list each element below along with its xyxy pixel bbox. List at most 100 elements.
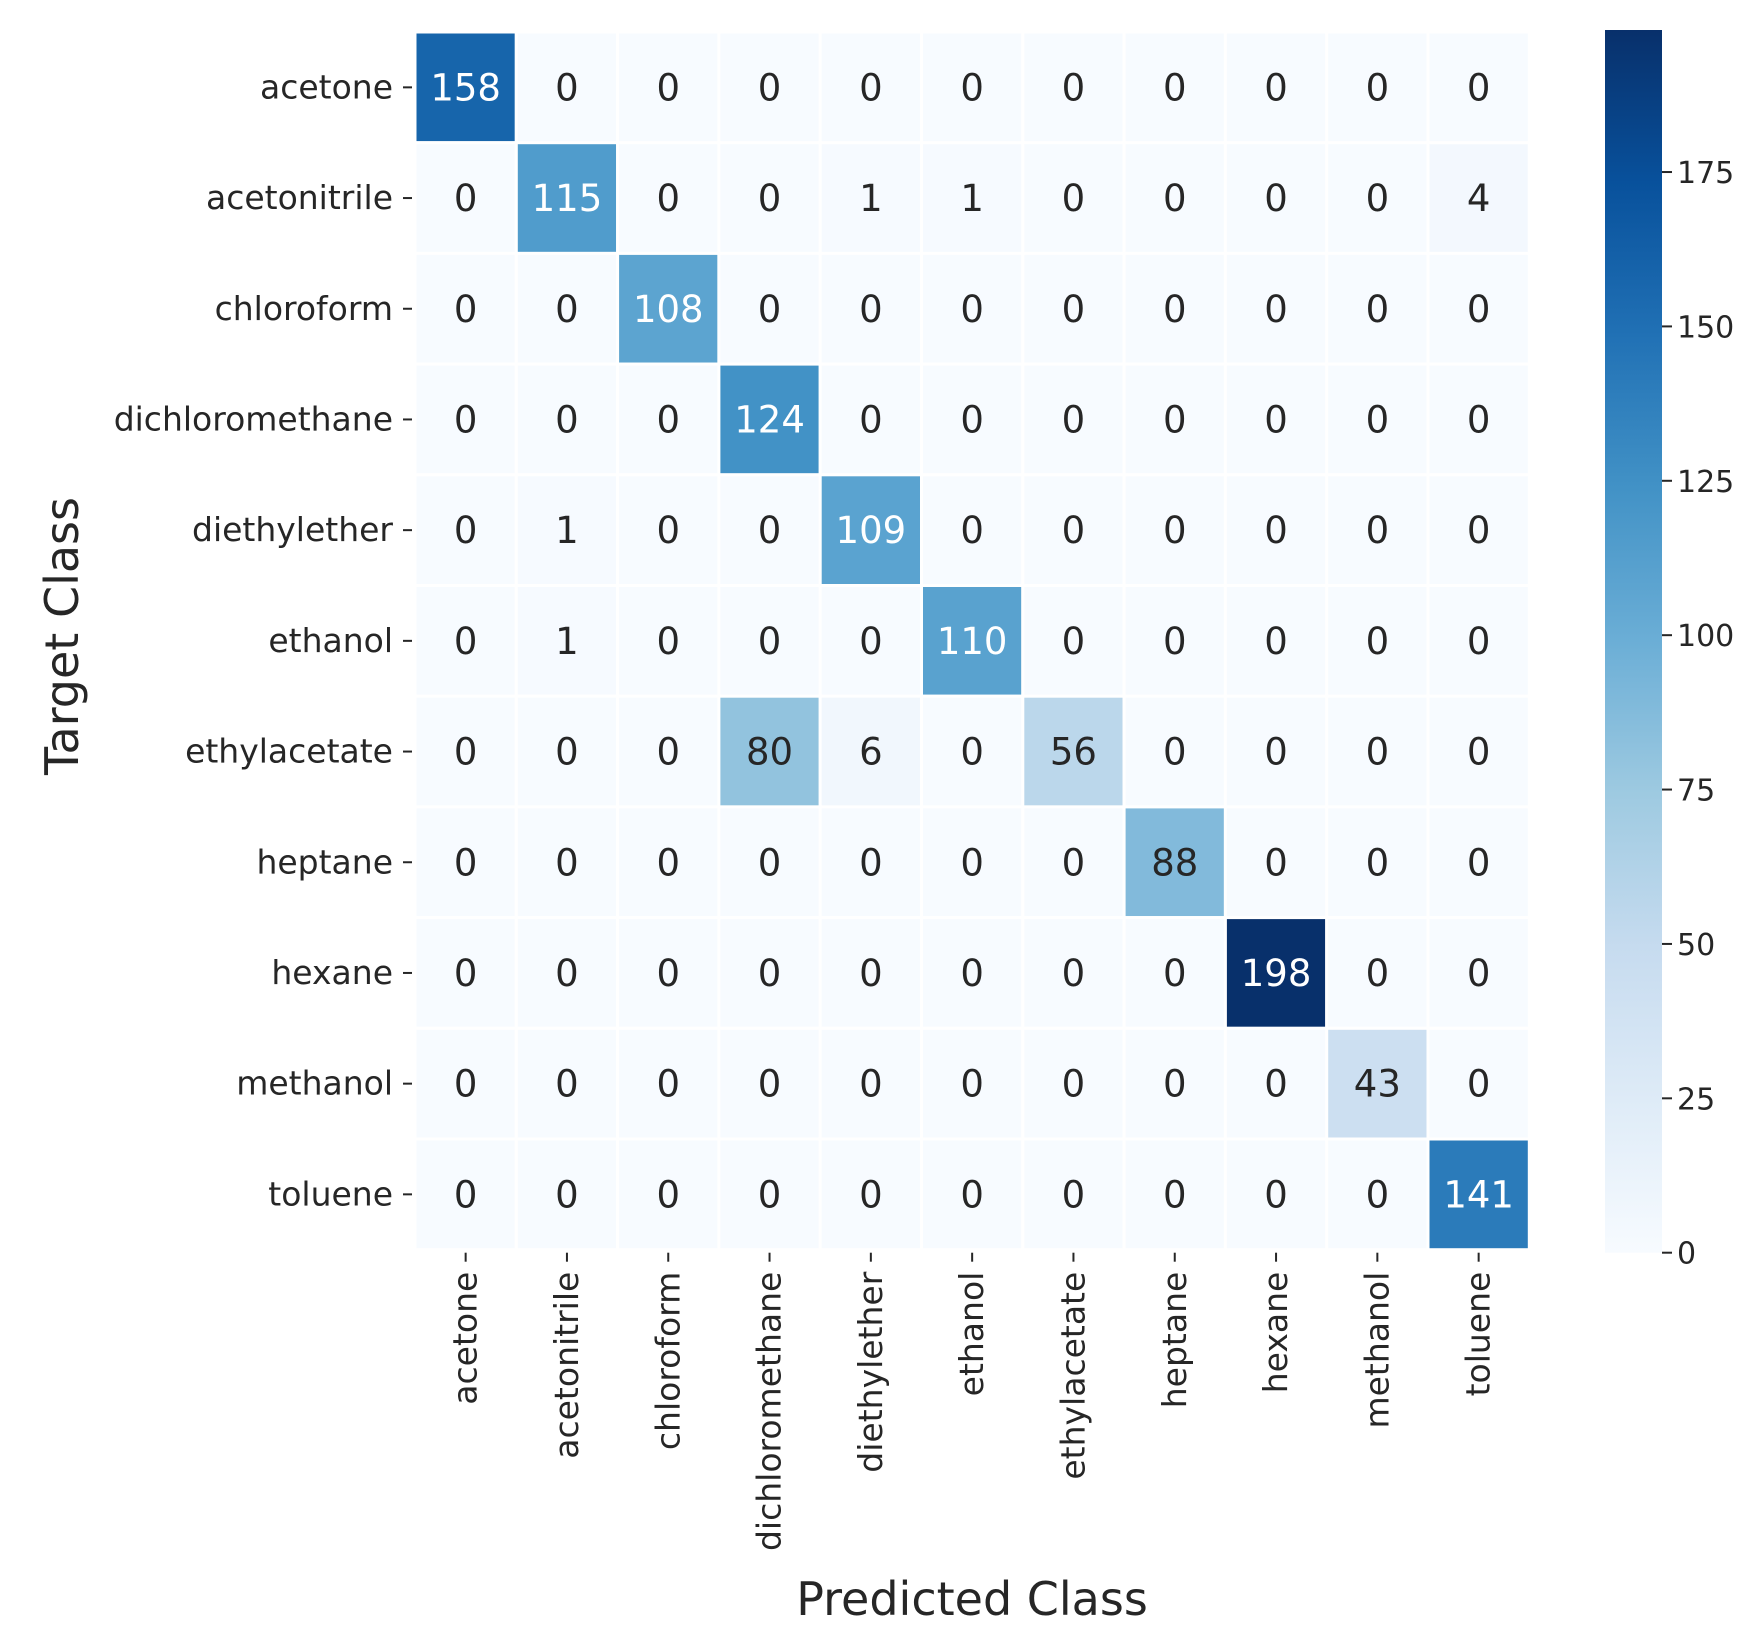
cell-value-label: 0 xyxy=(758,1063,782,1106)
cell-value-label: 88 xyxy=(1151,841,1198,884)
heatmap-cell xyxy=(1426,916,1531,1030)
cell-value-label: 80 xyxy=(746,731,793,774)
cell-value-label: 0 xyxy=(555,1063,579,1106)
colorbar-tick-label: 150 xyxy=(1677,310,1734,345)
cell-value-label: 198 xyxy=(1241,952,1312,995)
heatmap-cell xyxy=(1426,584,1531,698)
cell-value-label: 0 xyxy=(555,731,579,774)
heatmap-cell xyxy=(514,805,620,920)
cell-value-label: 158 xyxy=(430,66,501,109)
y-tick-label: acetone xyxy=(260,67,393,106)
heatmap-cell xyxy=(818,473,924,587)
colorbar-tick-label: 75 xyxy=(1677,774,1715,809)
heatmap-cell xyxy=(717,694,822,809)
cell-value-label: 0 xyxy=(555,398,579,441)
heatmap-cell xyxy=(413,805,518,920)
y-tick-label: heptane xyxy=(256,842,393,881)
cell-value-label: 0 xyxy=(1264,66,1288,109)
x-tick-label: heptane xyxy=(1155,1272,1194,1409)
cell-value-label: 0 xyxy=(1062,66,1086,109)
heatmap-cell xyxy=(920,1137,1025,1252)
cell-value-label: 0 xyxy=(1366,1173,1390,1216)
heatmap-cell xyxy=(920,584,1025,698)
cell-value-label: 0 xyxy=(758,66,782,109)
cell-value-label: 0 xyxy=(859,1173,883,1216)
cell-value-label: 0 xyxy=(656,66,680,109)
y-tick-label: chloroform xyxy=(215,289,393,328)
cell-value-label: 0 xyxy=(758,952,782,995)
heatmap-cell xyxy=(616,473,721,587)
heatmap-cell xyxy=(1426,694,1531,809)
cell-value-label: 0 xyxy=(1264,398,1288,441)
cell-value-label: 0 xyxy=(758,841,782,884)
cell-value-label: 0 xyxy=(960,66,984,109)
cell-value-label: 0 xyxy=(758,288,782,331)
cell-value-label: 0 xyxy=(1264,841,1288,884)
y-axis-ticks: acetone acetonitrile chloroform dichloromet… xyxy=(114,67,412,1213)
cell-value-label: 0 xyxy=(1366,841,1390,884)
heatmap-cell xyxy=(616,694,721,809)
y-tick-label: hexane xyxy=(271,953,393,992)
cell-value-label: 0 xyxy=(1062,1063,1086,1106)
cell-value-label: 0 xyxy=(656,509,680,552)
heatmap-cell xyxy=(818,251,924,366)
heatmap-cell xyxy=(920,141,1025,255)
heatmap-cell xyxy=(818,141,924,255)
cell-value-label: 0 xyxy=(859,398,883,441)
heatmap-cell xyxy=(920,473,1025,587)
cell-value-label: 141 xyxy=(1443,1173,1514,1216)
cell-value-label: 0 xyxy=(555,1173,579,1216)
heatmap-cell xyxy=(413,141,518,255)
heatmap-cell xyxy=(1122,694,1227,809)
cell-value-label: 0 xyxy=(960,731,984,774)
heatmap-cell xyxy=(1122,1137,1227,1252)
heatmap-cell xyxy=(413,1137,518,1252)
heatmap-cell xyxy=(1223,916,1329,1030)
cell-value-label: 124 xyxy=(734,398,805,441)
cell-value-label: 0 xyxy=(1366,509,1390,552)
heatmap-cell xyxy=(1426,30,1531,145)
cell-value-label: 0 xyxy=(1163,952,1187,995)
colorbar-tick-label: 50 xyxy=(1677,928,1715,963)
cell-value-label: 0 xyxy=(1467,1063,1491,1106)
heatmap-cell xyxy=(717,584,822,698)
colorbar-tick-label: 125 xyxy=(1677,465,1734,500)
heatmap-cells xyxy=(413,30,1531,1252)
heatmap-cell xyxy=(1122,916,1227,1030)
heatmap-cell xyxy=(1122,805,1227,920)
cell-value-label: 0 xyxy=(1163,509,1187,552)
y-tick-label: diethylether xyxy=(192,510,393,549)
cell-value-label: 6 xyxy=(859,731,883,774)
heatmap-cell xyxy=(717,362,822,477)
cell-value-label: 1 xyxy=(555,620,579,663)
cell-value-label: 0 xyxy=(454,398,478,441)
x-tick-label: hexane xyxy=(1256,1272,1295,1394)
heatmap-cell xyxy=(1021,916,1126,1030)
cell-value-label: 0 xyxy=(555,288,579,331)
cell-value-label: 0 xyxy=(656,1173,680,1216)
cell-value-label: 0 xyxy=(454,1173,478,1216)
cell-value-label: 0 xyxy=(555,952,579,995)
heatmap-cell xyxy=(1325,805,1430,920)
heatmap-cell xyxy=(1325,1137,1430,1252)
cell-value-label: 0 xyxy=(960,952,984,995)
heatmap-cell xyxy=(1223,473,1329,587)
cell-value-label: 0 xyxy=(1366,731,1390,774)
cell-value-label: 1 xyxy=(960,177,984,220)
heatmap-cell xyxy=(1021,805,1126,920)
heatmap-cell xyxy=(1223,362,1329,477)
cell-value-label: 0 xyxy=(555,66,579,109)
heatmap-cell xyxy=(920,251,1025,366)
heatmap-cell xyxy=(1325,694,1430,809)
heatmap-cell xyxy=(1223,584,1329,698)
cell-value-label: 0 xyxy=(1467,731,1491,774)
cell-value-label: 0 xyxy=(1264,177,1288,220)
cell-value-label: 0 xyxy=(454,620,478,663)
cell-value-label: 0 xyxy=(1163,177,1187,220)
cell-value-label: 43 xyxy=(1354,1063,1401,1106)
cell-value-label: 1 xyxy=(555,509,579,552)
heatmap-cell xyxy=(920,30,1025,145)
cell-value-label: 0 xyxy=(960,841,984,884)
cell-value-label: 0 xyxy=(656,841,680,884)
cell-value-label: 0 xyxy=(758,509,782,552)
